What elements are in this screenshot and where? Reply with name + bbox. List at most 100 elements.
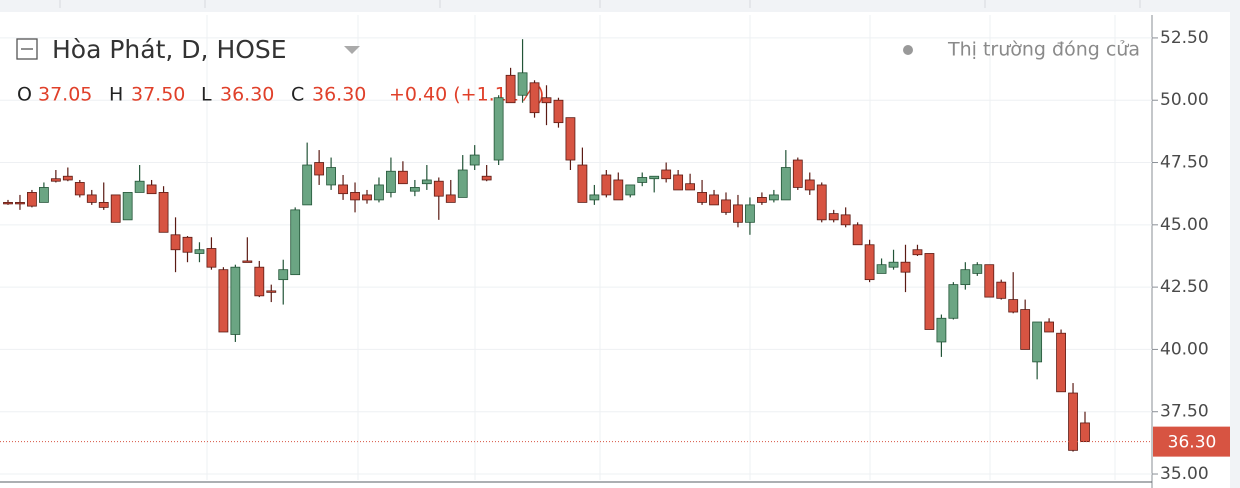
candle-body <box>852 224 863 246</box>
ohlc-value: 37.50 <box>131 84 185 106</box>
candle-body <box>541 97 552 104</box>
candle-body <box>505 74 516 104</box>
candle-body <box>649 175 660 180</box>
candle-body <box>721 199 731 213</box>
candle-body <box>948 284 959 319</box>
candle-body <box>158 192 169 233</box>
candle-body <box>278 269 289 281</box>
candle-body <box>840 214 851 226</box>
candle-body <box>3 201 13 205</box>
candle-body <box>493 97 504 161</box>
ohlc-label: C <box>291 84 304 106</box>
candle-body <box>469 154 480 166</box>
candle-body <box>685 183 695 191</box>
price-change: +0.40 (+1.11%) <box>389 84 544 106</box>
candle-body <box>62 175 73 181</box>
candle-body <box>876 264 887 274</box>
candle-body <box>194 249 205 254</box>
chart-title: Hòa Phát, D, HOSE <box>52 35 287 64</box>
last-price-box <box>1153 426 1230 457</box>
candle-body <box>218 269 229 333</box>
candle-body <box>74 182 85 196</box>
candle-body <box>553 99 564 124</box>
candle-body <box>98 201 109 208</box>
candle-body <box>445 194 456 203</box>
candle-body <box>1056 332 1066 393</box>
candle-body <box>780 167 791 201</box>
candle-body <box>433 180 444 197</box>
candle-body <box>242 260 253 263</box>
candle-body <box>326 167 337 186</box>
candle-body <box>1008 299 1019 313</box>
candle-body <box>1044 321 1054 333</box>
y-axis: 35.00 37.50 40.00 42.50 45.00 47.50 50.00 52.50… <box>1152 28 1230 484</box>
y-tick-label: 37.50 <box>1160 402 1209 422</box>
candle-body <box>757 197 767 203</box>
candle-body <box>50 178 61 182</box>
time-grid <box>206 15 1116 480</box>
candle-body <box>1032 321 1043 363</box>
candle-body <box>529 82 540 114</box>
candle-body <box>972 264 983 274</box>
candle-body <box>661 169 672 180</box>
candle-body <box>900 261 911 273</box>
candle-body <box>936 317 947 343</box>
y-tick-label: 47.50 <box>1160 153 1209 173</box>
collapse-icon[interactable] <box>16 38 38 60</box>
candle-body <box>481 175 492 181</box>
ohlc-label: L <box>201 84 212 106</box>
candle-body <box>230 266 241 335</box>
candle-body <box>828 213 839 221</box>
candle-body <box>565 117 576 161</box>
candle-body <box>457 169 468 198</box>
candle-body <box>374 184 384 201</box>
candle-body <box>697 192 707 203</box>
candle-body <box>709 194 719 206</box>
candle-body <box>39 187 49 203</box>
top-tabs <box>59 0 1141 8</box>
candle-body <box>960 269 971 286</box>
candle-body <box>421 179 432 185</box>
candle-body <box>1020 309 1031 350</box>
ohlc-label: O <box>17 84 32 106</box>
candle-body <box>816 184 827 221</box>
candle-body <box>338 184 348 195</box>
chart-panel <box>0 12 1230 488</box>
candle-body <box>134 180 145 193</box>
candle-body <box>254 266 265 297</box>
candle-body <box>996 281 1007 299</box>
candle-body <box>601 174 612 196</box>
candle-body <box>290 209 301 276</box>
candle-body <box>792 159 803 188</box>
candle-body <box>350 192 360 201</box>
candle-body <box>86 194 97 203</box>
ohlc-value: 36.30 <box>220 84 274 106</box>
y-tick-label: 52.50 <box>1160 28 1209 48</box>
ohlc-label: H <box>109 84 123 106</box>
candle-body <box>924 253 935 330</box>
candle-body <box>864 244 875 281</box>
candle-body <box>170 234 181 251</box>
ohlc-value: 37.05 <box>38 84 92 106</box>
dropdown-arrow[interactable] <box>344 46 360 54</box>
candle-body <box>314 162 325 176</box>
candle-body <box>397 170 408 185</box>
candle-body <box>386 170 396 193</box>
candle-body <box>768 194 779 201</box>
candle-body <box>912 249 923 256</box>
candle-body <box>362 194 372 201</box>
candle-body <box>589 194 600 201</box>
candle-body <box>673 174 684 191</box>
candle-body <box>1068 392 1078 451</box>
market-status: Thị trường đóng cửa <box>947 39 1140 61</box>
candle-body <box>182 236 193 253</box>
y-tick-label: 42.50 <box>1160 277 1209 297</box>
candle-body <box>1080 422 1090 443</box>
candle-body <box>637 177 648 183</box>
candle-body <box>302 164 313 206</box>
candle-body <box>146 184 157 195</box>
y-tick-label: 45.00 <box>1160 215 1209 235</box>
y-tick-label: 35.00 <box>1160 464 1209 484</box>
candle-body <box>613 179 624 201</box>
